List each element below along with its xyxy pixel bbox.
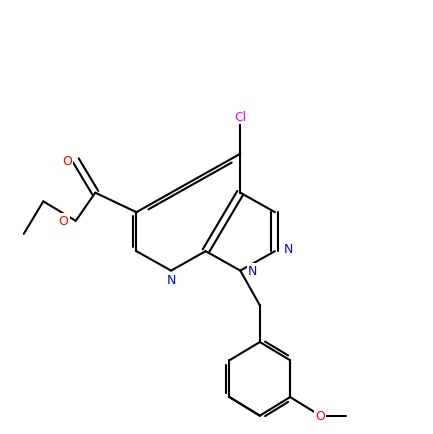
Text: N: N <box>166 273 176 286</box>
Text: Cl: Cl <box>234 111 246 124</box>
Text: O: O <box>316 409 325 422</box>
Text: O: O <box>59 215 68 228</box>
Text: N: N <box>283 243 293 256</box>
Text: N: N <box>248 264 257 277</box>
Text: O: O <box>62 155 72 168</box>
